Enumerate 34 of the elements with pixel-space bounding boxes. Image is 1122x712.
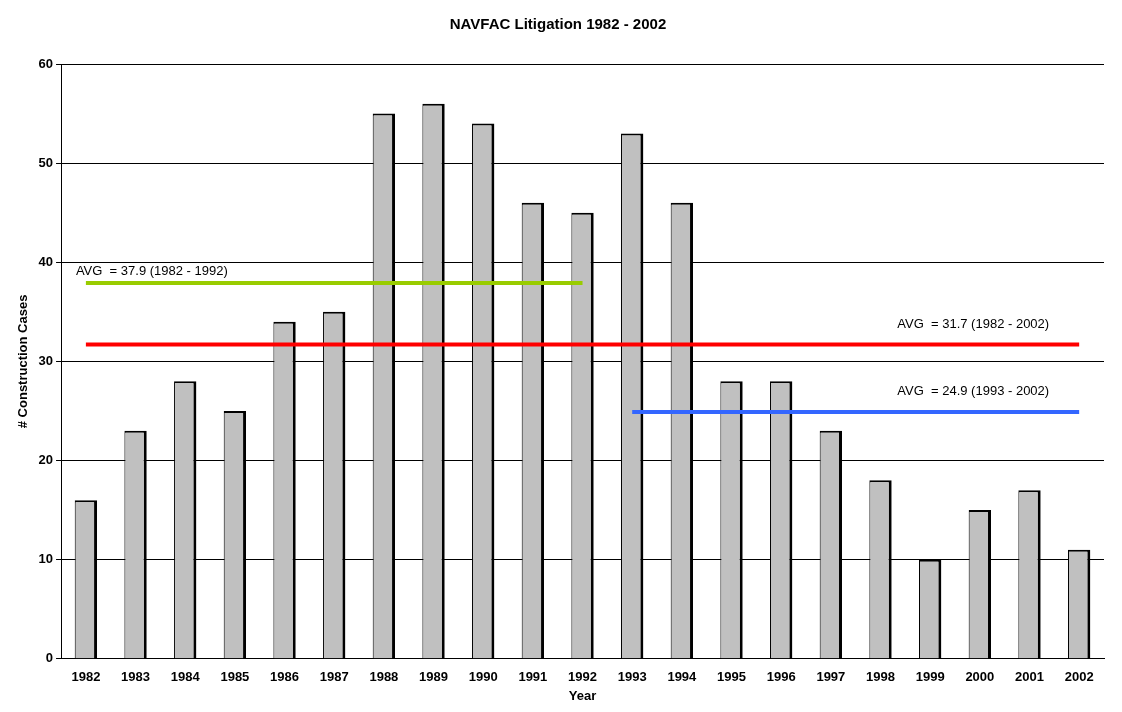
chart-title: NAVFAC Litigation 1982 - 2002 [449,15,667,33]
x-tick-label: 1994 [667,669,698,685]
x-axis-title: Year [568,687,597,703]
x-tick-label: 1997 [816,669,846,685]
x-tick-label: 1985 [220,669,250,685]
x-tick-label: 1993 [617,669,647,685]
annotation: AVG = 24.9 (1993 - 2002) [897,383,1050,399]
x-tick-label: 1987 [319,669,349,685]
x-tick-label: 1984 [170,669,201,685]
x-tick-label: 1990 [468,669,498,685]
x-tick-label: 1999 [915,669,945,685]
y-tick-label: 20 [38,452,54,468]
x-tick-label: 1992 [568,669,597,685]
x-tick-label: 1988 [369,669,399,685]
x-tick-label: 1996 [766,669,796,685]
y-tick-label: 10 [38,551,54,567]
x-tick-label: 1998 [866,669,895,685]
y-tick-label: 30 [38,352,54,368]
x-tick-label: 1991 [518,669,548,685]
x-tick-label: 1995 [717,669,746,685]
x-tick-label: 2002 [1064,669,1094,685]
annotation: AVG = 37.9 (1982 - 1992) [75,263,228,279]
annotation: AVG = 31.7 (1982 - 2002) [897,315,1050,331]
x-tick-label: 1986 [270,669,300,685]
x-tick-label: 1982 [71,669,101,685]
x-tick-label: 1989 [419,669,448,685]
y-tick-label: 0 [45,650,54,666]
y-tick-label: 60 [38,55,54,71]
y-tick-label: 50 [38,154,54,170]
y-axis-title: # Construction Cases [15,294,31,429]
x-tick-label: 1983 [121,669,151,685]
y-tick-label: 40 [38,253,54,269]
x-tick-label: 2001 [1015,669,1044,685]
x-tick-label: 2000 [965,669,995,685]
